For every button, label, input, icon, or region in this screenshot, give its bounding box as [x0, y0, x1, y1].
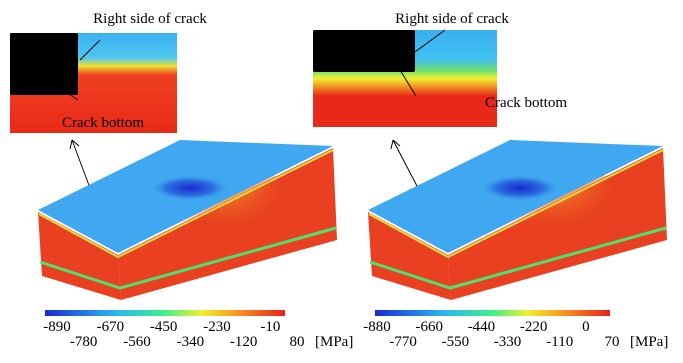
colorbar-tick-label: 80 — [290, 334, 305, 350]
colorbar-tick-label: -880 — [363, 319, 391, 335]
colorbar-tick-label: -10 — [260, 319, 280, 335]
colorbar-tick-label: 0 — [582, 319, 590, 335]
colorbar-tick-label: -440 — [468, 319, 496, 335]
colorbar-tick-label: -890 — [43, 319, 71, 335]
colorbar-tick-label: -560 — [123, 334, 151, 350]
colorbar-tick-label: -110 — [546, 334, 573, 350]
colorbar — [375, 310, 610, 316]
crack-zone — [150, 175, 230, 201]
figure: Right side of crackCrack bottom-890-670-… — [0, 0, 683, 358]
mask-block — [10, 33, 78, 95]
colorbar — [45, 310, 285, 316]
colorbar-tick-label: -220 — [520, 319, 548, 335]
colorbar-unit: [MPa] — [630, 334, 668, 350]
colorbar-tick-label: -340 — [177, 334, 205, 350]
crack-zone — [480, 175, 560, 201]
colorbar-unit: [MPa] — [315, 334, 353, 350]
colorbar-tick-label: -660 — [415, 319, 443, 335]
colorbar-tick-label: -120 — [230, 334, 258, 350]
colorbar-tick-label: -780 — [70, 334, 98, 350]
colorbar-tick-label: -230 — [203, 319, 231, 335]
label-top: Right side of crack — [93, 11, 207, 27]
label-bottom: Crack bottom — [485, 95, 567, 111]
label-top: Right side of crack — [395, 11, 509, 27]
colorbar-tick-label: -550 — [442, 334, 470, 350]
colorbar-tick-label: -450 — [150, 319, 178, 335]
colorbar-tick-label: -770 — [389, 334, 417, 350]
colorbar-tick-label: 70 — [605, 334, 620, 350]
arrow — [393, 140, 418, 188]
colorbar-tick-label: -670 — [97, 319, 125, 335]
label-bottom: Crack bottom — [62, 115, 144, 131]
mask-block — [313, 30, 415, 72]
colorbar-tick-label: -330 — [494, 334, 522, 350]
arrow — [72, 140, 90, 188]
